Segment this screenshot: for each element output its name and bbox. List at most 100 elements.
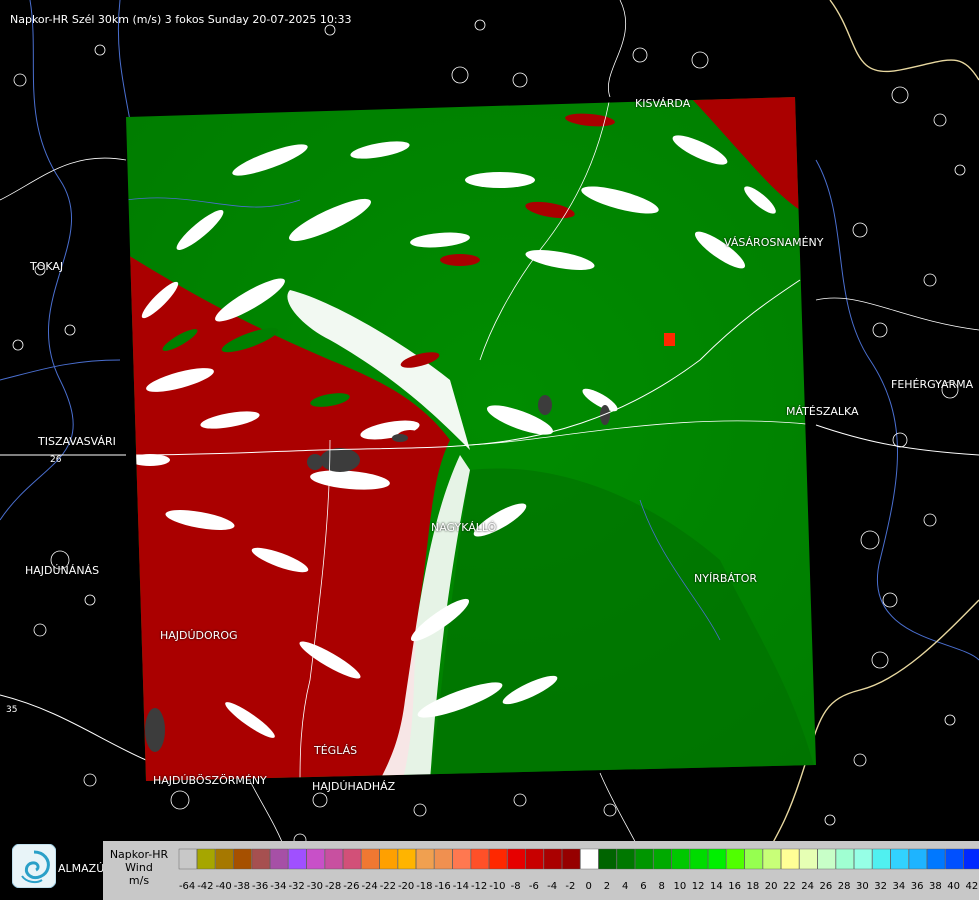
legend-tick-label: 38 [929,881,942,892]
legend-swatch [452,848,471,870]
legend-swatch [708,848,727,870]
legend-swatch [525,848,544,870]
legend-swatch [835,848,854,870]
legend-swatch [872,848,891,870]
legend-tick-label: -20 [398,881,414,892]
strong-return [664,333,675,346]
legend-swatch [908,848,927,870]
town-label: TOKAJ [30,260,64,273]
outbound-patches [162,327,350,407]
legend-swatch [726,848,745,870]
legend-tick-label: -22 [380,881,396,892]
legend-swatch [598,848,617,870]
legend-swatch [178,848,197,870]
town-label: HAJDÚHADHÁZ [312,780,396,793]
legend-tick-label: -38 [234,881,250,892]
legend-swatch [635,848,654,870]
legend-tick-label: -10 [489,881,505,892]
legend-tick-label: -2 [565,881,575,892]
town-label: KISVÁRDA [635,97,691,110]
legend-swatch [324,848,343,870]
legend-tick-label: 26 [820,881,833,892]
legend-swatch [762,848,781,870]
legend-label: Napkor-HR Wind m/s [103,841,175,900]
legend-swatch [215,848,234,870]
town-label: TISZAVASVÁRI [38,435,116,448]
legend-swatch [945,848,964,870]
legend-tick-label: 14 [710,881,723,892]
legend-swatch [416,848,435,870]
legend-tick-label: 4 [622,881,628,892]
legend-swatch [854,848,873,870]
legend-swatch [397,848,416,870]
legend-tick-label: -26 [343,881,359,892]
town-label: VÁSÁROSNAMÉNY [724,236,824,249]
legend-tick-label: 24 [801,881,814,892]
town-label: TÉGLÁS [314,744,358,757]
legend-swatch [507,848,526,870]
legend-swatch [197,848,216,870]
legend-tick-label: -6 [529,881,539,892]
legend-swatch [890,848,909,870]
legend-source: Napkor-HR [109,848,169,861]
legend-swatch [817,848,836,870]
legend-tick-label: -42 [197,881,213,892]
legend-swatch [963,848,979,870]
legend-tick-label: -12 [471,881,487,892]
legend-tick-label: 30 [856,881,869,892]
legend-swatch [781,848,800,870]
legend-swatch [470,848,489,870]
town-label: FEHÉRGYARMA [891,378,974,391]
town-label: HAJDÚBÖSZÖRMÉNY [153,774,267,787]
legend-tick-label: 40 [947,881,960,892]
legend-tick-label: -4 [547,881,557,892]
legend-tick-label: -36 [252,881,268,892]
legend-scale: -64 -42 -40 -38 -36 -34 -32 -30 -28 -26 -24 -22 -20-… [178,848,979,892]
legend-tick-label: 0 [585,881,591,892]
legend-swatch [689,848,708,870]
legend-swatch [251,848,270,870]
legend-tick-label: -14 [453,881,469,892]
legend-tick-label: 2 [604,881,610,892]
legend-swatch [343,848,362,870]
legend-swatch [543,848,562,870]
napkor-logo-icon [12,844,56,888]
legend-tick-label: 42 [966,881,979,892]
legend-swatch [927,848,946,870]
town-label: NYÍRBÁTOR [694,572,758,585]
legend-unit: m/s [128,874,150,887]
radar-coverage [126,97,816,781]
legend-tick-label: 6 [640,881,646,892]
legend-swatch [306,848,325,870]
legend-swatch [270,848,289,870]
legend-swatch [233,848,252,870]
legend-quantity: Wind [125,861,153,874]
road-number-35: 35 [6,705,17,715]
town-label: MÁTÉSZALKA [786,405,859,418]
legend-tick-label: -24 [361,881,377,892]
legend-tick-label: -18 [416,881,432,892]
legend-swatch [379,848,398,870]
legend-swatch [744,848,763,870]
road-number-26: 26 [50,455,62,465]
legend-tick-label: -34 [270,881,286,892]
legend-swatch [580,848,599,870]
legend-swatch [489,848,508,870]
legend-tick-label: -30 [307,881,323,892]
legend-tick-label: 32 [874,881,887,892]
legend-tick-label: 20 [765,881,778,892]
map-title: Napkor-HR Szél 30km (m/s) 3 fokos Sunday… [10,13,352,26]
legend-tick-label: 18 [747,881,760,892]
legend-tick-label: 34 [893,881,906,892]
zero-velocity-band [130,135,776,780]
legend-swatch [562,848,581,870]
outer-settlements [12,19,966,847]
town-label: HAJDÚDOROG [160,629,238,642]
legend-swatch [653,848,672,870]
legend-tick-label: -64 [179,881,195,892]
town-label: NAGYKÁLLÓ [431,521,497,534]
legend-tick-label: -32 [288,881,304,892]
color-legend: Napkor-HR Wind m/s -64 -42 -40 -38 -36 -34 -32… [103,841,979,900]
legend-tick-label: 22 [783,881,796,892]
